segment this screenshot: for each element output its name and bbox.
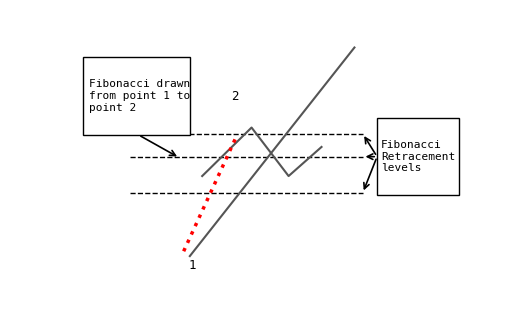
Text: 1: 1 — [188, 259, 195, 272]
FancyBboxPatch shape — [377, 118, 459, 195]
Text: Fibonacci drawn
from point 1 to
point 2: Fibonacci drawn from point 1 to point 2 — [89, 79, 190, 112]
Text: Fibonacci
Retracement
levels: Fibonacci Retracement levels — [381, 140, 456, 173]
FancyBboxPatch shape — [83, 57, 190, 135]
Text: 2: 2 — [232, 89, 239, 102]
